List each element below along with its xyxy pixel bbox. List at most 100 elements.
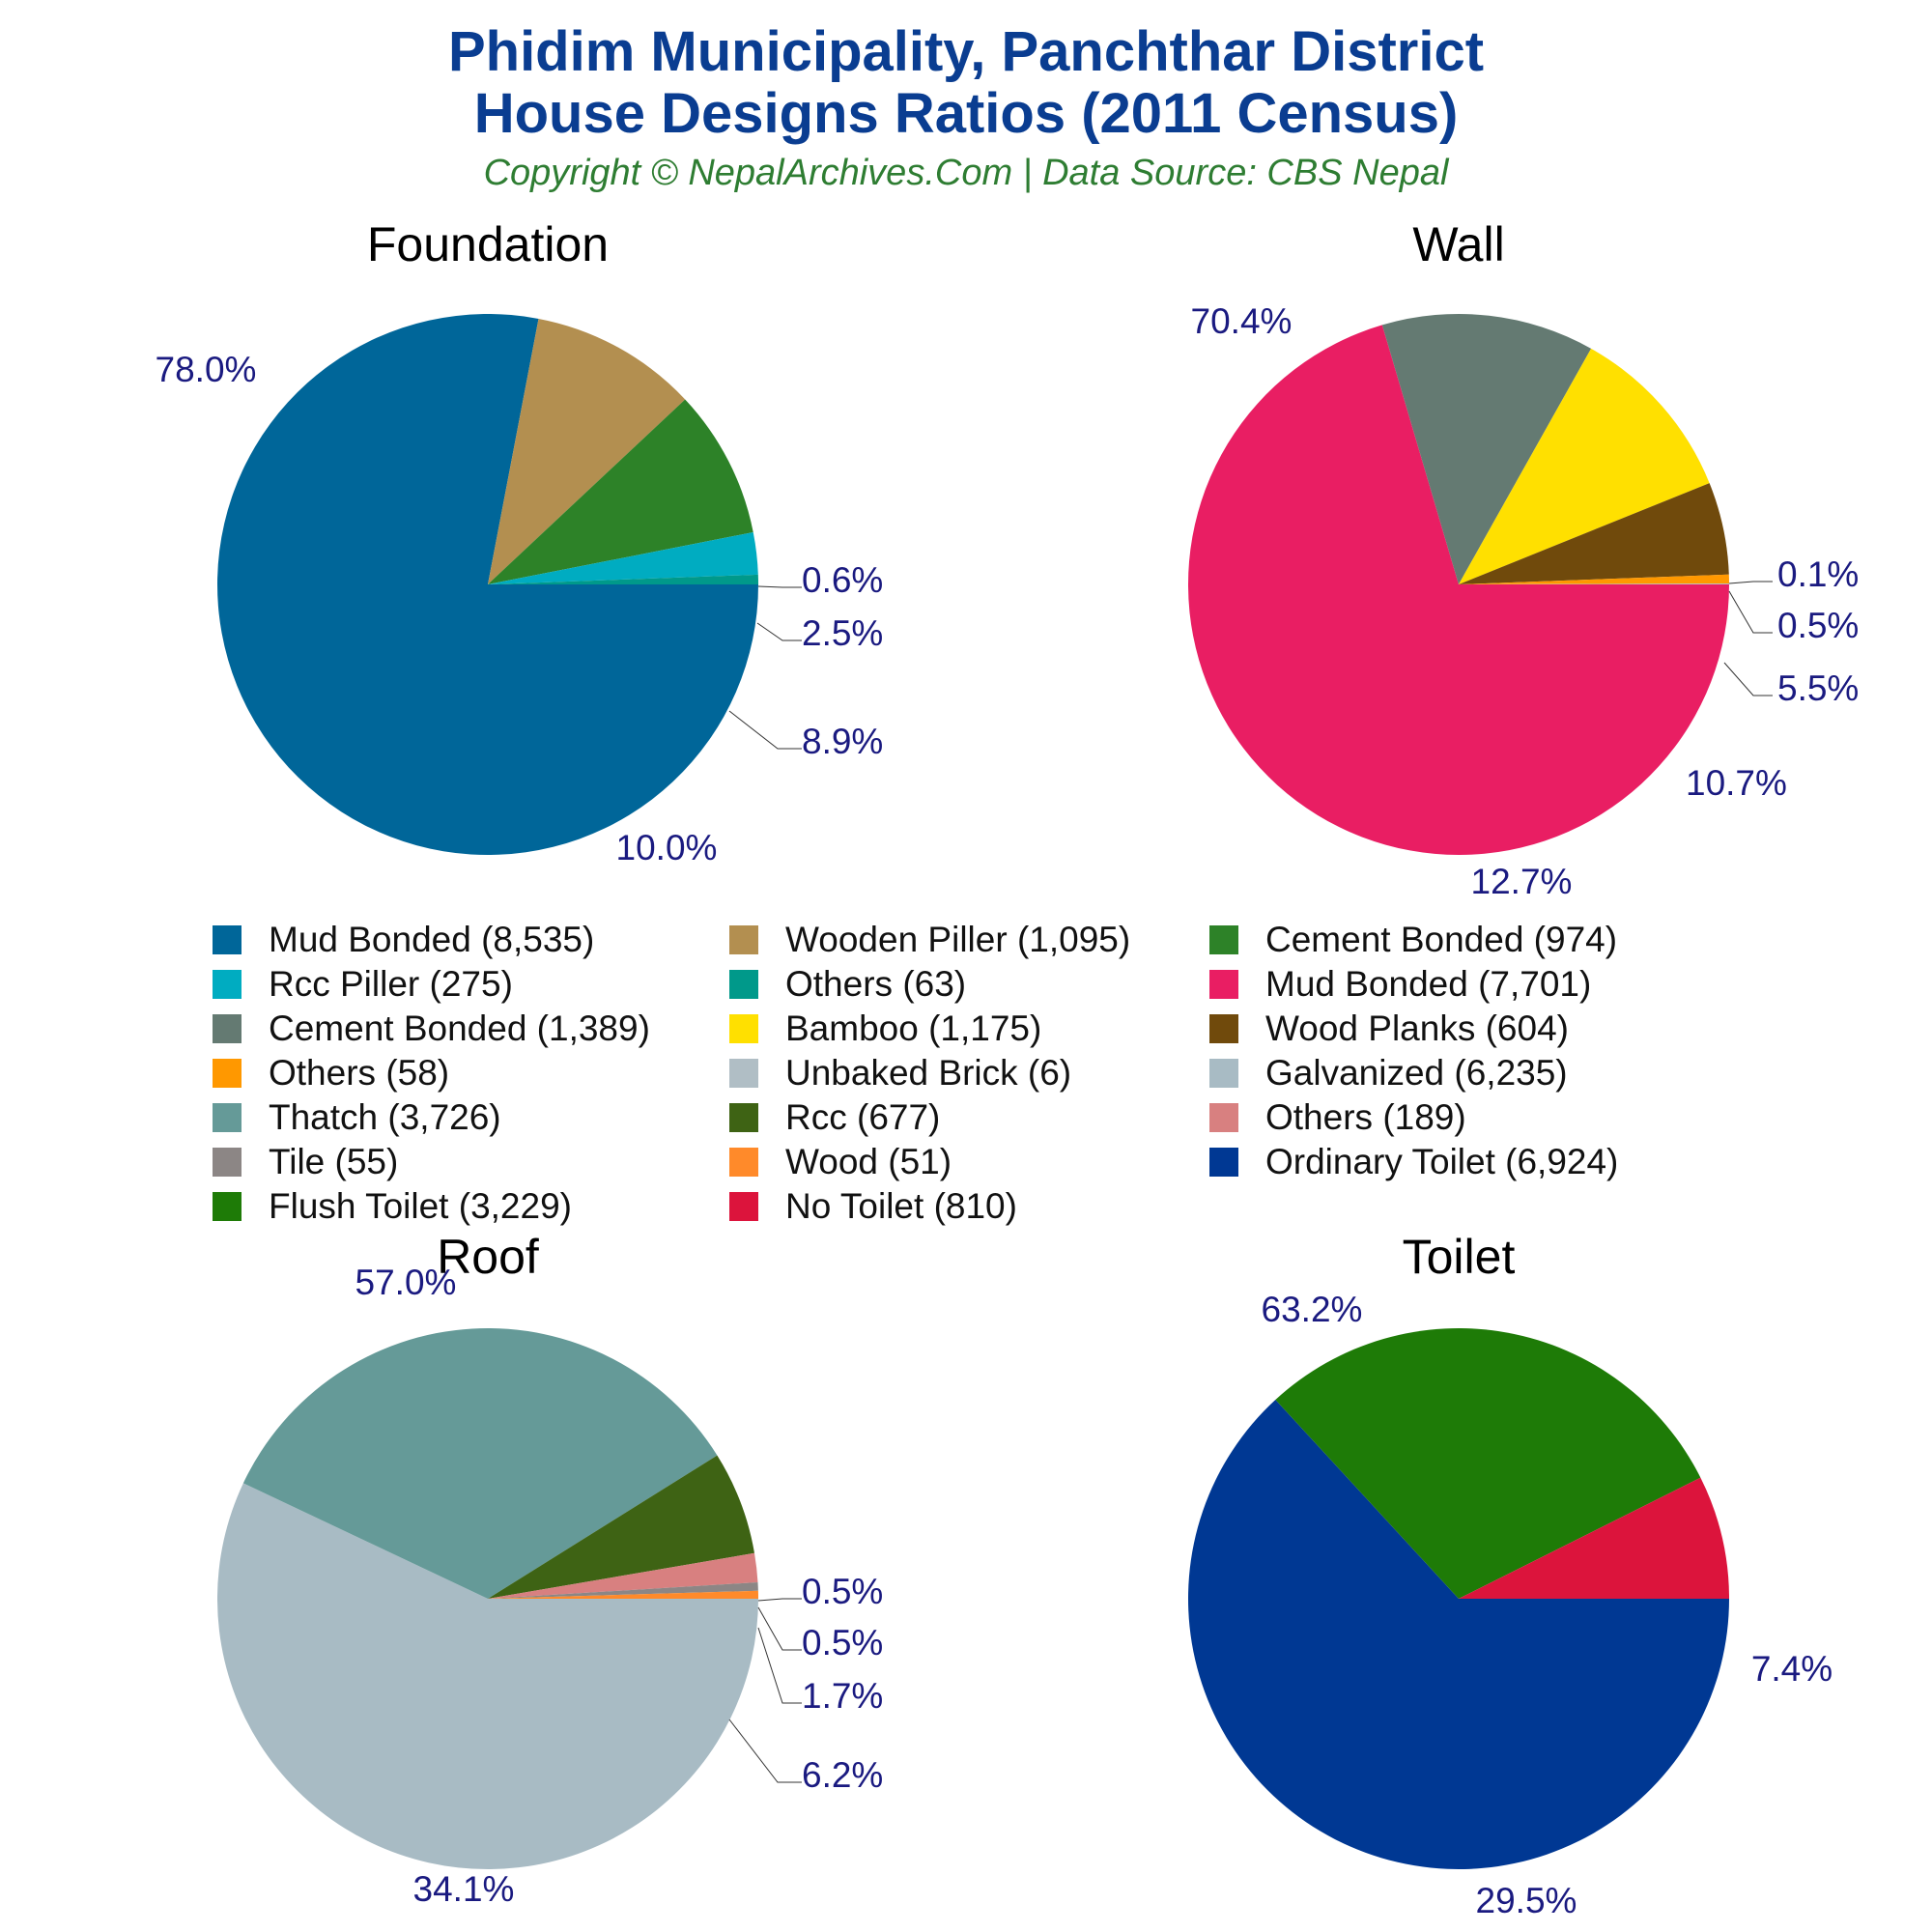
page-title-line-1: Phidim Municipality, Panchthar District (447, 20, 1485, 83)
legend-item: Rcc (677) (729, 1095, 940, 1140)
legend-swatch (1209, 925, 1238, 954)
page-subtitle: Copyright © NepalArchives.Com | Data Sou… (483, 153, 1449, 193)
legend-swatch (729, 1148, 758, 1177)
pie-slice-wall-mud-bonded (1188, 325, 1729, 855)
leader-line-foundation-cement-bonded (728, 710, 802, 750)
legend-item: Unbaked Brick (6) (729, 1051, 1071, 1095)
pct-label-wall-others: 0.5% (1777, 606, 1859, 645)
legend-item: Ordinary Toilet (6,924) (1209, 1140, 1618, 1184)
legend-label: Tile (55) (269, 1142, 399, 1181)
pie-slice-roof-tile (488, 1581, 758, 1599)
legend-label: Ordinary Toilet (6,924) (1265, 1142, 1619, 1181)
pie-slice-wall-others (1459, 574, 1729, 584)
pie-slice-toilet-no-toilet (1459, 1477, 1730, 1599)
leader-line-roof-others (757, 1627, 802, 1704)
leader-line-foundation-others (757, 585, 802, 588)
legend-label: Mud Bonded (7,701) (1265, 964, 1592, 1004)
page-title-line-2: House Designs Ratios (2011 Census) (473, 82, 1459, 145)
legend-swatch (729, 925, 758, 954)
legend-item: Tile (55) (213, 1140, 398, 1184)
leader-line-wall-others (1728, 590, 1773, 634)
pie-slice-wall-bamboo (1459, 348, 1710, 584)
pie-chart-toilet: Toilet 63.2% 29.5% 7.4% (1188, 1230, 1833, 1920)
legend-swatch (1209, 1059, 1238, 1088)
pie-slice-roof-others (488, 1552, 758, 1599)
pct-label-wall-unbaked-brick: 0.1% (1777, 554, 1859, 594)
legend-label: Thatch (3,726) (269, 1097, 501, 1137)
pie-slice-foundation-rcc-piller (488, 532, 758, 584)
pie-slice-roof-galvanized (216, 1483, 759, 1870)
pct-label-wall-cement-bonded: 12.7% (1471, 862, 1573, 901)
legend-item: Wooden Piller (1,095) (729, 918, 1130, 962)
legend: Mud Bonded (8,535) Wooden Piller (1,095) C… (213, 918, 1719, 1227)
legend-label: Mud Bonded (8,535) (269, 920, 595, 959)
legend-item: Others (58) (213, 1051, 449, 1095)
legend-label: Others (189) (1265, 1097, 1466, 1137)
pct-label-roof-others: 1.7% (802, 1676, 883, 1716)
pct-label-foundation-cement-bonded: 8.9% (802, 722, 883, 761)
legend-swatch (729, 1014, 758, 1043)
chart-header: Phidim Municipality, Panchthar District … (0, 21, 1932, 195)
legend-swatch (1209, 970, 1238, 999)
pie-slice-wall-cement-bonded (1381, 313, 1592, 584)
pct-label-toilet-no-toilet: 7.4% (1751, 1649, 1833, 1689)
pct-label-roof-galvanized: 57.0% (355, 1263, 457, 1302)
leader-line-foundation-rcc-piller (756, 622, 802, 641)
pie-chart-foundation: Foundation 78.0% 10.0% 8.9% 2.5% 0.6% (156, 217, 884, 867)
pct-label-wall-mud-bonded: 70.4% (1191, 301, 1293, 341)
legend-item: Cement Bonded (974) (1209, 918, 1617, 962)
legend-label: Wood (51) (785, 1142, 952, 1181)
legend-swatch (213, 925, 242, 954)
legend-label: Wood Planks (604) (1265, 1009, 1569, 1048)
legend-swatch (213, 1014, 242, 1043)
pct-label-roof-wood: 0.5% (802, 1572, 883, 1611)
pct-label-wall-wood-planks: 5.5% (1777, 668, 1859, 708)
leader-line-roof-wood (757, 1598, 802, 1602)
pie-slice-wall-wood-planks (1459, 483, 1729, 584)
legend-item: Galvanized (6,235) (1209, 1051, 1568, 1095)
legend-item: Cement Bonded (1,389) (213, 1007, 650, 1051)
pct-label-toilet-ordinary-toilet: 63.2% (1262, 1290, 1363, 1329)
legend-swatch (729, 970, 758, 999)
pie-slice-foundation-cement-bonded (488, 399, 753, 584)
leader-line-wall-wood-planks (1723, 662, 1773, 696)
legend-item: Others (189) (1209, 1095, 1466, 1140)
legend-swatch (1209, 1014, 1238, 1043)
legend-label: Rcc Piller (275) (269, 964, 513, 1004)
leader-line-roof-rcc (728, 1719, 802, 1783)
legend-swatch (213, 970, 242, 999)
legend-swatch (213, 1103, 242, 1132)
pct-label-foundation-rcc-piller: 2.5% (802, 613, 883, 653)
legend-swatch (729, 1192, 758, 1221)
legend-label: Cement Bonded (1,389) (269, 1009, 650, 1048)
pie-slice-toilet-ordinary-toilet (1188, 1400, 1729, 1870)
pie-title-toilet: Toilet (1403, 1230, 1516, 1284)
pie-slice-foundation-others (488, 574, 758, 584)
legend-swatch (213, 1148, 242, 1177)
legend-item: Wood (51) (729, 1140, 952, 1184)
legend-item: Mud Bonded (7,701) (1209, 962, 1591, 1007)
pie-title-roof: Roof (437, 1230, 539, 1284)
pie-slice-toilet-flush-toilet (1275, 1327, 1701, 1599)
legend-swatch (213, 1192, 242, 1221)
legend-item: Rcc Piller (275) (213, 962, 513, 1007)
pie-slice-wall-unbaked-brick (1459, 583, 1730, 584)
pct-label-toilet-flush-toilet: 29.5% (1476, 1881, 1577, 1920)
pct-label-foundation-wooden-piller: 10.0% (616, 828, 718, 867)
legend-label: Wooden Piller (1,095) (785, 920, 1131, 959)
legend-label: Flush Toilet (3,229) (269, 1186, 572, 1226)
pct-label-foundation-mud-bonded: 78.0% (156, 350, 257, 389)
legend-label: Bamboo (1,175) (785, 1009, 1042, 1048)
pie-slice-roof-thatch (242, 1328, 718, 1599)
pie-title-wall: Wall (1412, 217, 1504, 271)
legend-label: Rcc (677) (785, 1097, 941, 1137)
leader-line-wall-unbaked-brick (1728, 581, 1773, 584)
pct-label-wall-bamboo: 10.7% (1686, 763, 1787, 803)
legend-label: Cement Bonded (974) (1265, 920, 1618, 959)
legend-swatch (729, 1103, 758, 1132)
pct-label-foundation-others: 0.6% (802, 560, 883, 600)
legend-label: Others (63) (785, 964, 967, 1004)
legend-item: Thatch (3,726) (213, 1095, 501, 1140)
